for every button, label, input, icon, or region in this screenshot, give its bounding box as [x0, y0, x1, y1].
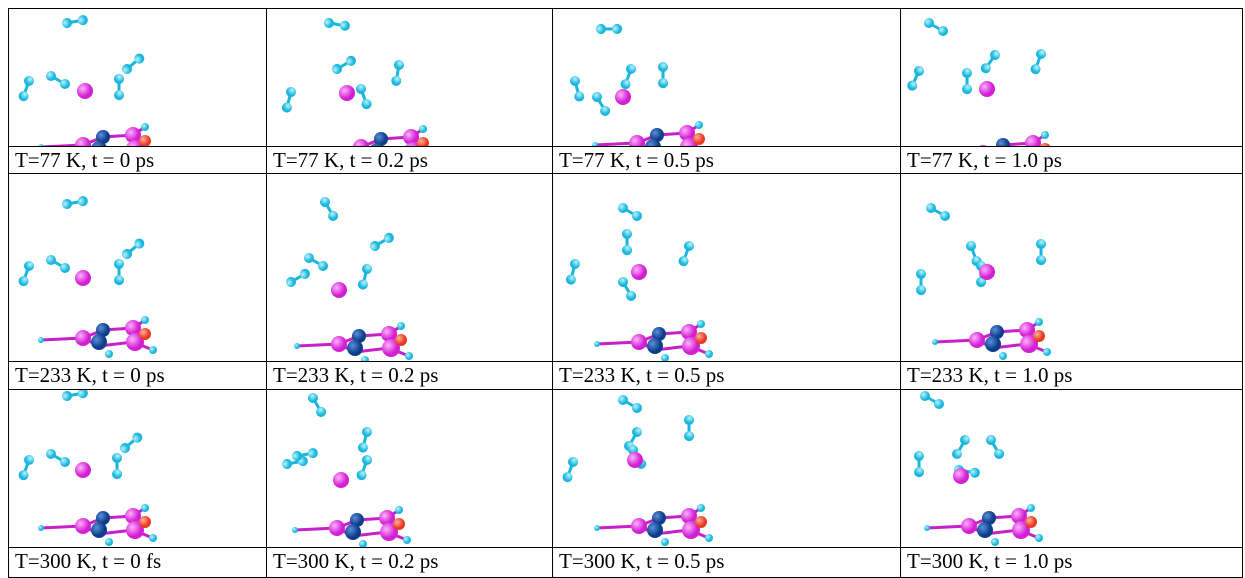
caption: T=77 K, t = 0.5 ps: [552, 146, 901, 174]
snapshot: [900, 173, 1243, 362]
snapshot: [8, 8, 267, 147]
snapshot: [266, 389, 553, 548]
caption: T=77 K, t = 0.2 ps: [266, 146, 553, 174]
snapshot: [552, 8, 901, 147]
caption: T=233 K, t = 1.0 ps: [900, 361, 1243, 390]
caption: T=77 K, t = 0 ps: [8, 146, 267, 174]
snapshot: [8, 173, 267, 362]
molecule: [13, 186, 159, 360]
caption: T=300 K, t = 0.5 ps: [552, 547, 901, 578]
molecule: [903, 390, 1045, 547]
molecule: [282, 193, 415, 361]
caption: T=300 K, t = 0 fs: [8, 547, 267, 578]
molecule: [13, 390, 159, 547]
molecule: [275, 10, 437, 146]
snapshot: [8, 389, 267, 548]
caption: T=300 K, t = 0.2 ps: [266, 547, 553, 578]
caption: T=233 K, t = 0 ps: [8, 361, 267, 390]
molecule: [278, 390, 413, 547]
caption: T=233 K, t = 0.2 ps: [266, 361, 553, 390]
snapshot: [552, 389, 901, 548]
caption: T=300 K, t = 1.0 ps: [900, 547, 1243, 578]
molecule: [904, 16, 1059, 146]
molecule: [905, 201, 1057, 361]
molecule: [557, 393, 715, 547]
molecule: [559, 201, 715, 361]
molecule: [13, 9, 159, 146]
snapshot: [900, 8, 1243, 147]
caption: T=233 K, t = 0.5 ps: [552, 361, 901, 390]
snapshot: [900, 389, 1243, 548]
snapshot: [552, 173, 901, 362]
snapshot: [266, 173, 553, 362]
figure-table: T=77 K, t = 0 ps T=77 K, t = 0.2 ps T=77…: [8, 8, 1243, 578]
molecule: [560, 13, 713, 146]
snapshot: [266, 8, 553, 147]
caption: T=77 K, t = 1.0 ps: [900, 146, 1243, 174]
